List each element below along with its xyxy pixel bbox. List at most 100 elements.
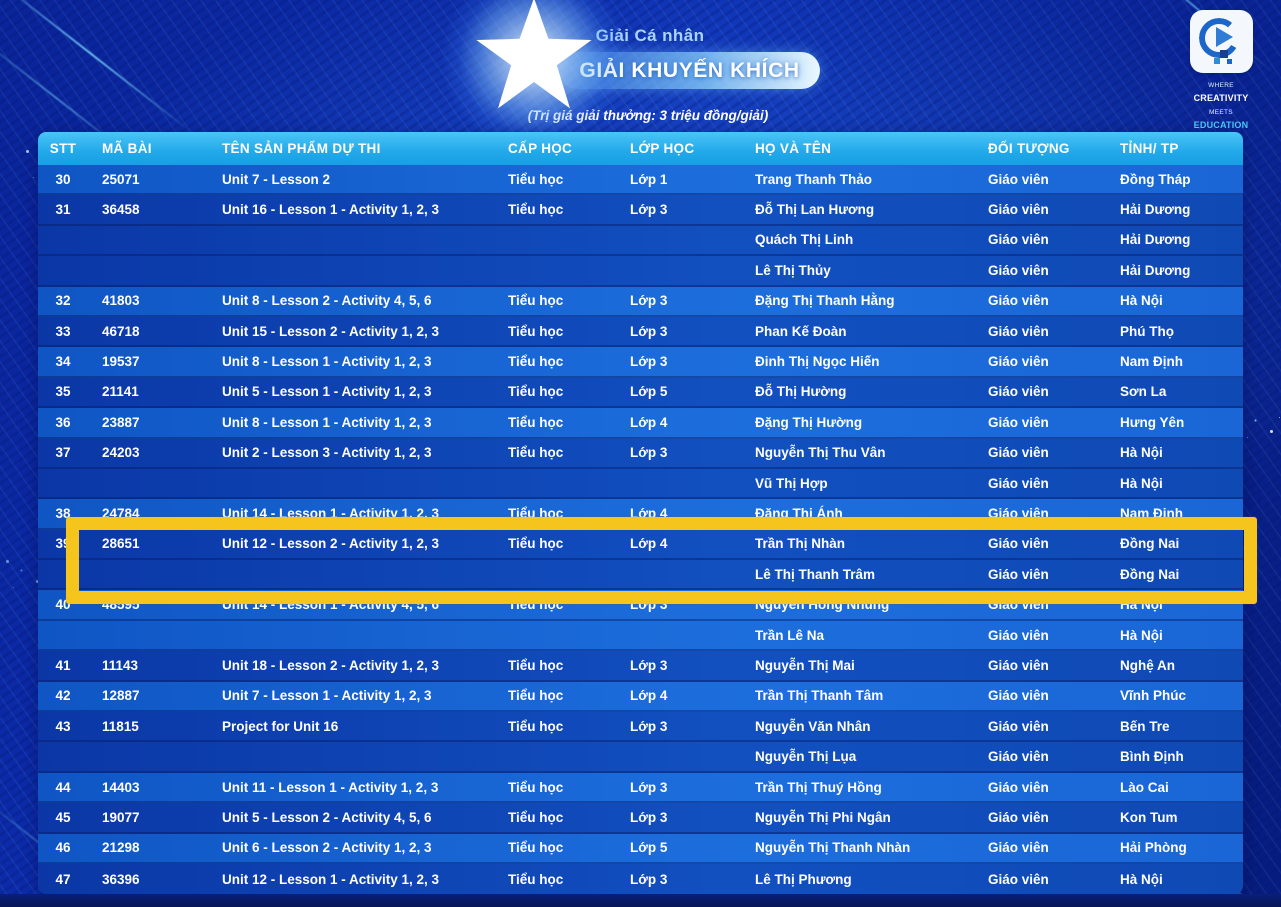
cell-role: Giáo viên	[988, 657, 1049, 673]
cell-code: 28651	[102, 536, 140, 552]
cell-name: Trần Lê Na	[755, 627, 825, 643]
cell-level: Tiểu học	[508, 779, 564, 795]
bottom-edge-strip	[0, 894, 1281, 907]
cell-province: Nam Định	[1120, 505, 1184, 521]
cell-name: Nguyễn Văn Nhân	[755, 718, 871, 734]
table-row[interactable]: 42 12887 Unit 7 - Lesson 1 - Activity 1, 2…	[38, 682, 1243, 713]
cell-name: Nguyễn Hồng Nhung	[755, 597, 890, 613]
column-header: STT	[49, 141, 77, 156]
column-header: ĐỐI TƯỢNG	[988, 141, 1070, 156]
logo-pixel-icon	[1226, 59, 1232, 64]
cell-province: Phú Thọ	[1120, 323, 1174, 339]
entry-group: 37 24203 Unit 2 - Lesson 3 - Activity 1, 2…	[38, 438, 1243, 500]
cell-grade: Lớp 3	[630, 809, 668, 825]
table-row[interactable]: 46 21298 Unit 6 - Lesson 2 - Activity 1, 2…	[38, 834, 1243, 864]
table-row[interactable]: Lê Thị Thanh Trâm Giáo viên Đồng Nai	[38, 560, 1243, 591]
table-row[interactable]: 32 41803 Unit 8 - Lesson 2 - Activity 4, 5…	[38, 287, 1243, 317]
table-row[interactable]: Quách Thị Linh Giáo viên Hải Dương	[38, 226, 1243, 257]
table-row[interactable]: 37 24203 Unit 2 - Lesson 3 - Activity 1, 2…	[38, 439, 1243, 469]
cell-code: 36458	[102, 202, 140, 218]
cell-product: Unit 14 - Lesson 1 - Activity 4, 5, 6	[222, 597, 440, 613]
cell-level: Tiểu học	[508, 657, 564, 673]
cell-role: Giáo viên	[988, 354, 1049, 370]
table-row[interactable]: Trần Lê Na Giáo viên Hà Nội	[38, 621, 1243, 652]
cell-code: 24203	[102, 445, 140, 461]
cell-role: Giáo viên	[988, 840, 1049, 856]
cell-level: Tiểu học	[508, 688, 564, 704]
cell-level: Tiểu học	[508, 840, 564, 856]
prize-title: GIẢI KHUYẾN KHÍCH	[579, 58, 800, 82]
brand-logo: WHERE CREATIVITY MEETS EDUCATION	[1186, 10, 1256, 131]
cell-code: 12887	[102, 688, 140, 704]
table-row[interactable]: Nguyễn Thị Lụa Giáo viên Bình Định	[38, 742, 1243, 773]
cell-name: Nguyễn Thị Phi Ngân	[755, 809, 891, 825]
cell-stt: 44	[55, 779, 71, 795]
table-row[interactable]: 44 14403 Unit 11 - Lesson 1 - Activity 1, …	[38, 773, 1243, 804]
cell-province: Hà Nội	[1120, 293, 1163, 309]
table-row[interactable]: 38 24784 Unit 14 - Lesson 1 - Activity 1, …	[38, 499, 1243, 530]
cell-product: Unit 7 - Lesson 2	[222, 171, 331, 187]
table-row[interactable]: Lê Thị Thủy Giáo viên Hải Dương	[38, 256, 1243, 287]
cell-role: Giáo viên	[988, 779, 1049, 795]
table-row[interactable]: 31 36458 Unit 16 - Lesson 1 - Activity 1, …	[38, 195, 1243, 226]
cell-level: Tiểu học	[508, 354, 564, 370]
cell-province: Hải Dương	[1120, 202, 1191, 218]
table-row[interactable]: 41 11143 Unit 18 - Lesson 2 - Activity 1, …	[38, 651, 1243, 682]
cell-name: Nguyễn Thị Lụa	[755, 749, 857, 765]
cell-name: Đặng Thị Ánh	[755, 505, 843, 521]
cell-role: Giáo viên	[988, 597, 1049, 613]
cell-role: Giáo viên	[988, 688, 1049, 704]
table-row[interactable]: 39 28651 Unit 12 - Lesson 2 - Activity 1, …	[38, 530, 1243, 561]
cell-stt: 36	[55, 414, 71, 430]
table-row[interactable]: 34 19537 Unit 8 - Lesson 1 - Activity 1, 2…	[38, 347, 1243, 378]
cell-province: Bình Định	[1120, 749, 1184, 765]
cell-product: Unit 16 - Lesson 1 - Activity 1, 2, 3	[222, 202, 440, 218]
cell-province: Hà Nội	[1120, 445, 1163, 461]
cell-role: Giáo viên	[988, 627, 1049, 643]
cell-province: Hà Nội	[1120, 871, 1163, 887]
cell-role: Giáo viên	[988, 475, 1049, 491]
cell-code: 11815	[102, 718, 139, 734]
cell-name: Đinh Thị Ngọc Hiến	[755, 354, 880, 370]
table-row[interactable]: 43 11815 Project for Unit 16 Tiểu học Lớp 3 N…	[38, 712, 1243, 743]
cell-stt: 37	[55, 445, 71, 461]
cell-product: Unit 12 - Lesson 2 - Activity 1, 2, 3	[222, 536, 440, 552]
cell-name: Trần Thị Thanh Tâm	[755, 688, 884, 704]
cell-grade: Lớp 4	[630, 505, 668, 521]
table-row[interactable]: 35 21141 Unit 5 - Lesson 1 - Activity 1, 2…	[38, 378, 1243, 409]
cell-province: Lào Cai	[1120, 779, 1169, 795]
cell-province: Hưng Yên	[1120, 414, 1185, 430]
column-header: LỚP HỌC	[630, 141, 695, 156]
logo-pixel-icon	[1213, 58, 1220, 64]
cell-code: 19077	[102, 809, 140, 825]
table-row[interactable]: 40 48595 Unit 14 - Lesson 1 - Activity 4, …	[38, 590, 1243, 621]
cell-province: Đồng Tháp	[1120, 171, 1191, 187]
cell-province: Sơn La	[1120, 384, 1167, 400]
cell-product: Unit 15 - Lesson 2 - Activity 1, 2, 3	[222, 323, 440, 339]
cell-product: Unit 5 - Lesson 2 - Activity 4, 5, 6	[222, 809, 432, 825]
logo-play-icon	[1215, 27, 1233, 47]
table-row[interactable]: 30 25071 Unit 7 - Lesson 2 Tiểu học Lớp 1 Tra…	[38, 165, 1243, 196]
table-row[interactable]: 36 23887 Unit 8 - Lesson 1 - Activity 1, 2…	[38, 408, 1243, 439]
cell-grade: Lớp 3	[630, 779, 668, 795]
table-row[interactable]: 45 19077 Unit 5 - Lesson 2 - Activity 4, 5…	[38, 803, 1243, 834]
column-header: TÊN SẢN PHẨM DỰ THI	[222, 141, 381, 156]
cell-province: Hải Phòng	[1120, 840, 1187, 856]
cell-province: Kon Tum	[1120, 809, 1178, 825]
cell-level: Tiểu học	[508, 323, 564, 339]
table-row[interactable]: 33 46718 Unit 15 - Lesson 2 - Activity 1, …	[38, 317, 1243, 348]
cell-name: Phan Kế Đoàn	[755, 323, 847, 339]
cell-role: Giáo viên	[988, 232, 1049, 248]
cell-province: Đồng Nai	[1120, 566, 1180, 582]
table-row[interactable]: 47 36396 Unit 12 - Lesson 1 - Activity 1, …	[38, 864, 1243, 894]
cell-product: Unit 7 - Lesson 1 - Activity 1, 2, 3	[222, 688, 432, 704]
cell-grade: Lớp 3	[630, 718, 668, 734]
table-row[interactable]: Vũ Thị Hợp Giáo viên Hà Nội	[38, 469, 1243, 500]
cell-name: Đặng Thị Thanh Hằng	[755, 293, 895, 309]
cell-code: 41803	[102, 293, 140, 309]
cell-product: Unit 6 - Lesson 2 - Activity 1, 2, 3	[222, 840, 432, 856]
cell-stt: 46	[55, 840, 71, 856]
cell-grade: Lớp 3	[630, 657, 668, 673]
star-icon	[442, 0, 626, 150]
